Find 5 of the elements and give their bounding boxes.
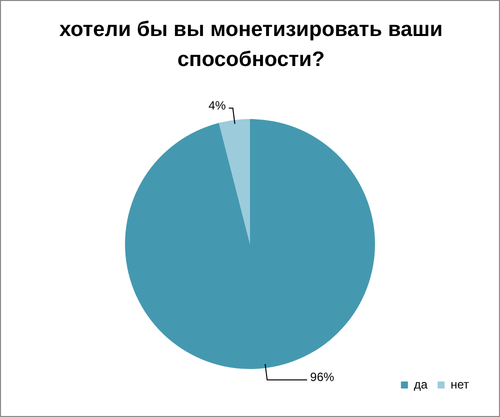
chart-title: хотели бы вы монетизировать ваши способности? — [58, 17, 444, 73]
legend-label: нет — [450, 377, 470, 392]
data-label: 96% — [310, 370, 335, 384]
legend-label: да — [414, 377, 428, 392]
data-label: 4% — [208, 98, 226, 112]
